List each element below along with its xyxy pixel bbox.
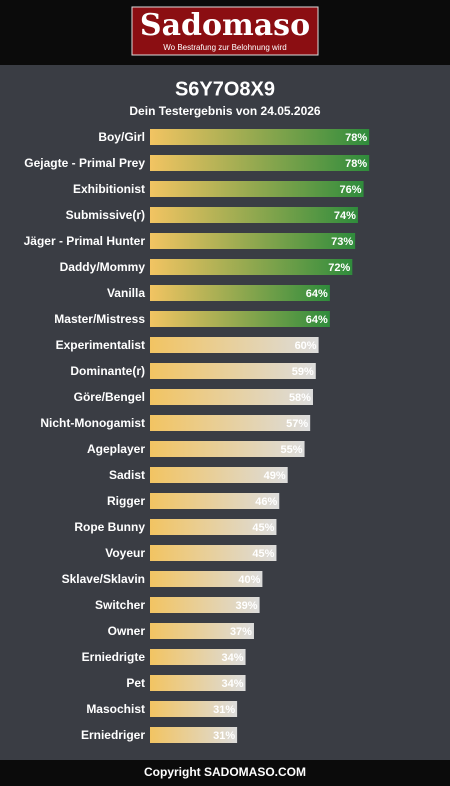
category-label: Göre/Bengel: [74, 390, 145, 404]
category-label: Rope Bunny: [74, 520, 145, 534]
category-label: Voyeur: [105, 546, 145, 560]
value-label: 45%: [252, 522, 274, 534]
value-label: 39%: [236, 600, 258, 612]
logo: Sadomaso: [140, 8, 310, 43]
bars: Boy/Girl 78% Gejagte - Primal Prey 78% Exhib…: [24, 129, 370, 743]
bar: [150, 571, 263, 587]
bar: [150, 623, 254, 639]
category-label: Masochist: [86, 702, 145, 716]
category-label: Boy/Girl: [98, 130, 145, 144]
bar: [150, 207, 358, 223]
bar: [150, 337, 319, 353]
bar: [150, 363, 316, 379]
bar: [150, 467, 288, 483]
category-label: Sadist: [109, 468, 145, 482]
category-label: Rigger: [107, 494, 145, 508]
value-label: 31%: [213, 730, 235, 742]
category-label: Nicht-Monogamist: [40, 416, 145, 430]
value-label: 31%: [213, 704, 235, 716]
bar: [150, 129, 370, 145]
value-label: 78%: [345, 158, 367, 170]
value-label: 72%: [328, 262, 350, 274]
value-label: 37%: [230, 626, 252, 638]
bar: [150, 545, 277, 561]
bar: [150, 181, 364, 197]
category-label: Owner: [108, 624, 146, 638]
bar: [150, 233, 356, 249]
value-label: 74%: [334, 210, 356, 222]
value-label: 49%: [264, 470, 286, 482]
value-label: 46%: [255, 496, 277, 508]
category-label: Vanilla: [107, 286, 145, 300]
bar: [150, 155, 370, 171]
value-label: 45%: [252, 548, 274, 560]
category-label: Erniedriger: [81, 728, 145, 742]
bar: [150, 441, 305, 457]
category-label: Erniedrigte: [82, 650, 146, 664]
value-label: 76%: [340, 184, 362, 196]
bar: [150, 519, 277, 535]
category-label: Pet: [126, 676, 145, 690]
category-label: Ageplayer: [87, 442, 145, 456]
value-label: 60%: [295, 340, 317, 352]
logo-box: [131, 6, 319, 56]
bar: [150, 493, 280, 509]
category-label: Sklave/Sklavin: [62, 572, 145, 586]
bar: [150, 285, 330, 301]
category-label: Submissive(r): [66, 208, 145, 222]
bar: [150, 727, 238, 743]
category-label: Dominante(r): [70, 364, 145, 378]
bar: [150, 597, 260, 613]
category-label: Jäger - Primal Hunter: [24, 234, 146, 248]
value-label: 58%: [289, 392, 311, 404]
value-label: 34%: [222, 678, 244, 690]
bar: [150, 311, 330, 327]
bar: [150, 415, 311, 431]
category-label: Daddy/Mommy: [60, 260, 146, 274]
bar: [150, 649, 246, 665]
footer: Copyright SADOMASO.COM: [144, 765, 306, 779]
tagline: Wo Bestrafung zur Belohnung wird: [163, 43, 286, 52]
category-label: Switcher: [95, 598, 145, 612]
category-label: Master/Mistress: [54, 312, 145, 326]
category-label: Experimentalist: [56, 338, 145, 352]
value-label: 57%: [286, 418, 308, 430]
bar: [150, 675, 246, 691]
category-label: Gejagte - Primal Prey: [24, 156, 145, 170]
value-label: 78%: [345, 132, 367, 144]
value-label: 64%: [306, 314, 328, 326]
bar: [150, 259, 353, 275]
value-label: 64%: [306, 288, 328, 300]
bar: [150, 389, 313, 405]
footer-bar: [0, 760, 450, 786]
category-label: Exhibitionist: [73, 182, 145, 196]
value-label: 34%: [222, 652, 244, 664]
value-label: 40%: [238, 574, 260, 586]
value-label: 55%: [281, 444, 303, 456]
chart-title: S6Y7O8X9: [175, 78, 275, 100]
value-label: 59%: [292, 366, 314, 378]
chart-subtitle: Dein Testergebnis von 24.05.2026: [129, 104, 321, 118]
bar: [150, 701, 238, 717]
value-label: 73%: [331, 236, 353, 248]
